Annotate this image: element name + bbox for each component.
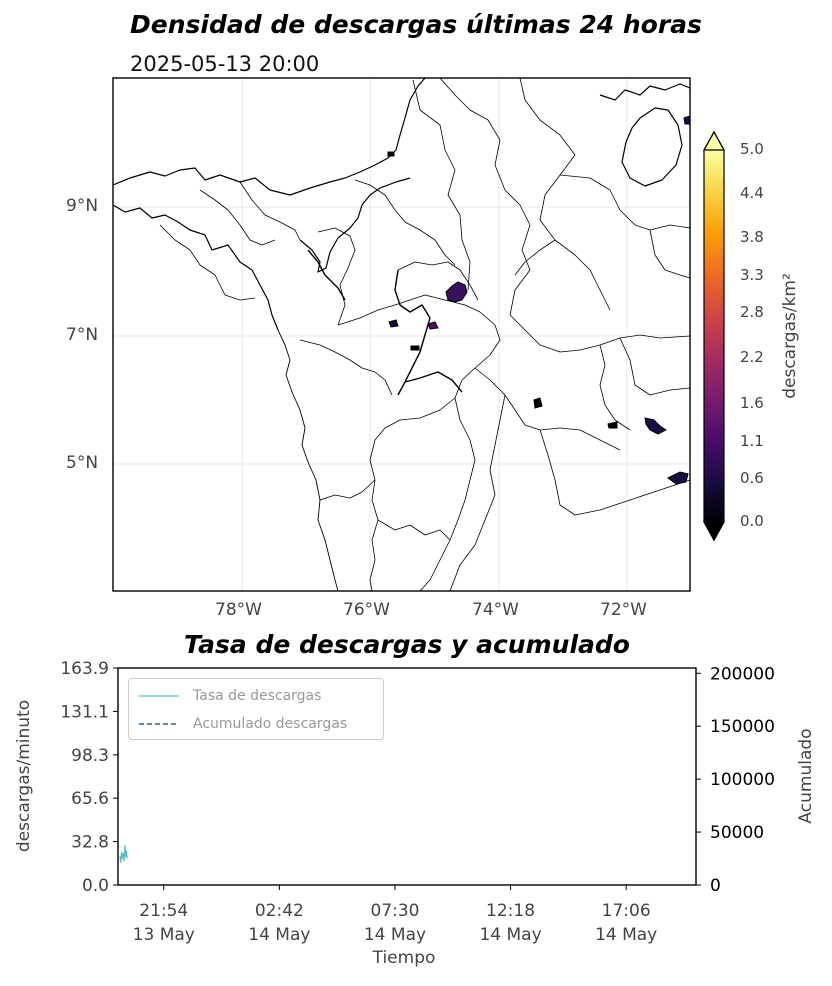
x-tick-date: 14 May bbox=[595, 925, 657, 945]
chart-y2-ticks: 200000 150000 100000 50000 0 bbox=[696, 664, 775, 896]
colorbar-tick: 0.0 bbox=[740, 512, 764, 530]
x-tick-time: 02:42 bbox=[255, 901, 304, 921]
lake-maracaibo bbox=[621, 107, 683, 187]
y-tick-label: 98.3 bbox=[71, 746, 109, 766]
x-tick-date: 14 May bbox=[248, 925, 310, 945]
y-tick-label: 131.1 bbox=[60, 702, 109, 722]
density-cell-3 bbox=[427, 321, 439, 330]
coastline-north bbox=[113, 78, 426, 196]
legend-label: Tasa de descargas bbox=[193, 688, 322, 704]
density-cell-5 bbox=[533, 397, 543, 409]
chart-axes bbox=[117, 667, 697, 886]
y2-tick-label: 100000 bbox=[710, 770, 775, 790]
coastline-pacific bbox=[277, 329, 339, 591]
border-bold bbox=[394, 269, 463, 396]
x-tick-time: 07:30 bbox=[370, 901, 419, 921]
colorbar-tick: 4.4 bbox=[740, 184, 764, 202]
density-cell-7 bbox=[644, 417, 667, 435]
map-title: Densidad de descargas últimas 24 horas bbox=[130, 10, 702, 39]
legend-item: Tasa de descargas bbox=[139, 686, 321, 706]
chart-title: Tasa de descargas y acumulado bbox=[184, 630, 630, 659]
chart-x-ticks: 21:54 13 May 02:42 14 May 07:30 14 May 12:18 14… bbox=[133, 885, 657, 945]
chart-y-ticks: 163.9 131.1 98.3 65.6 32.8 0.0 bbox=[60, 659, 118, 896]
chart-frame bbox=[117, 667, 697, 886]
y-tick-label: 163.9 bbox=[60, 659, 109, 679]
map-frame bbox=[112, 77, 691, 592]
x-tick-date: 13 May bbox=[133, 925, 195, 945]
x-tick-date: 14 May bbox=[364, 925, 426, 945]
chart-ylabel-right: Acumulado bbox=[796, 728, 816, 824]
lon-tick-74w: 74°W bbox=[472, 600, 519, 620]
colorbar-label: descargas/km² bbox=[780, 273, 800, 399]
colorbar-extend-min bbox=[702, 521, 726, 542]
series-line bbox=[119, 845, 128, 863]
colorbar-tick: 3.8 bbox=[740, 228, 764, 246]
y2-tick-label: 150000 bbox=[710, 717, 775, 737]
density-cell-8 bbox=[667, 471, 689, 485]
density-cell-10 bbox=[683, 115, 691, 125]
border-panama-colombia bbox=[307, 249, 346, 301]
admin-borders bbox=[159, 78, 690, 591]
chart-legend: Tasa de descargas Acumulado descargas bbox=[128, 678, 384, 740]
colorbar-tick: 0.6 bbox=[740, 469, 764, 487]
lon-tick-78w: 78°W bbox=[215, 600, 262, 620]
y2-tick-label: 200000 bbox=[710, 664, 775, 684]
y-tick-label: 32.8 bbox=[71, 833, 109, 853]
map-subtitle: 2025-05-13 20:00 bbox=[130, 52, 320, 76]
density-cell-4 bbox=[410, 345, 420, 351]
map-graticule bbox=[113, 78, 690, 591]
coastline-panama-south bbox=[113, 204, 279, 331]
lat-tick-5n: 5°N bbox=[66, 453, 99, 473]
legend-item: Acumulado descargas bbox=[139, 714, 347, 734]
density-cell-6 bbox=[607, 421, 618, 429]
lat-tick-7n: 7°N bbox=[66, 325, 99, 345]
x-tick-time: 21:54 bbox=[139, 901, 188, 921]
density-cell-2 bbox=[388, 319, 399, 328]
y-tick-label: 0.0 bbox=[82, 876, 109, 896]
colorbar-extend-max bbox=[702, 130, 726, 151]
y2-tick-label: 0 bbox=[710, 876, 721, 896]
density-cell-9 bbox=[387, 151, 395, 157]
colorbar-tick: 1.1 bbox=[740, 432, 764, 450]
y2-tick-label: 50000 bbox=[710, 823, 764, 843]
colorbar-tick: 5.0 bbox=[740, 140, 764, 158]
density-cells bbox=[387, 115, 691, 485]
colorbar bbox=[702, 130, 726, 542]
colorbar-tick: 2.2 bbox=[740, 348, 764, 366]
colorbar-tick: 3.3 bbox=[740, 266, 764, 284]
chart-xlabel: Tiempo bbox=[372, 948, 436, 968]
colorbar-tick: 2.8 bbox=[740, 303, 764, 321]
chart-ylabel: descargas/minuto bbox=[14, 699, 34, 853]
lon-tick-76w: 76°W bbox=[343, 600, 390, 620]
chart-series bbox=[119, 845, 128, 863]
lon-tick-72w: 72°W bbox=[600, 600, 647, 620]
x-tick-time: 12:18 bbox=[486, 901, 535, 921]
x-tick-date: 14 May bbox=[479, 925, 541, 945]
coast-maracaibo-gulf bbox=[599, 83, 690, 101]
y-tick-label: 65.6 bbox=[71, 789, 109, 809]
legend-label: Acumulado descargas bbox=[193, 716, 348, 732]
colorbar-tick: 1.6 bbox=[740, 394, 764, 412]
density-cell-1 bbox=[445, 281, 468, 303]
lat-tick-9n: 9°N bbox=[66, 196, 99, 216]
x-tick-time: 17:06 bbox=[602, 901, 651, 921]
map-area bbox=[113, 78, 690, 591]
